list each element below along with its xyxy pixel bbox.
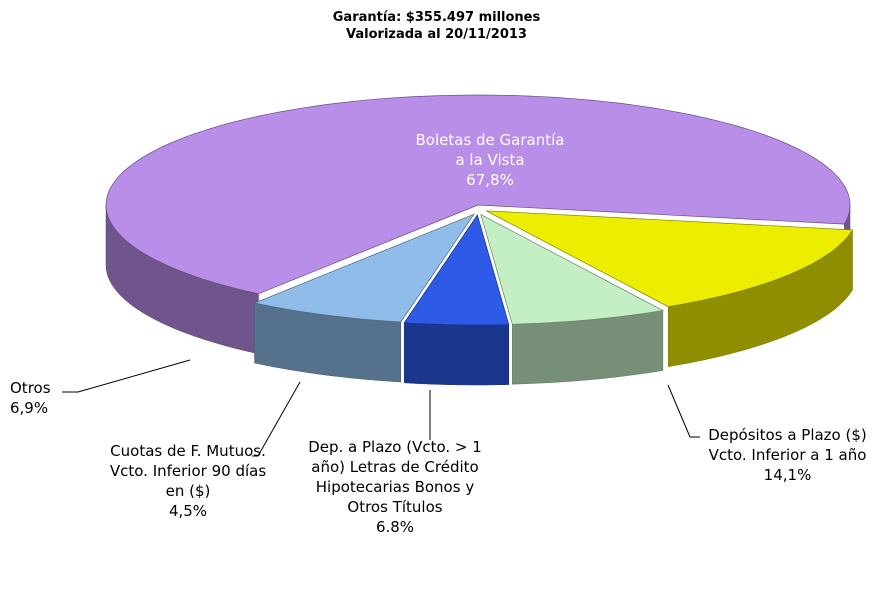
value-label: 67,8% <box>466 171 514 189</box>
category-label: Cuotas de F. Mutuos. Vcto. Inferior 90 d… <box>109 442 267 500</box>
slice-label: Boletas de Garantía a la Vista 67,8% <box>410 130 570 190</box>
category-label: Dep. a Plazo (Vcto. > 1 año) Letras de C… <box>308 438 482 516</box>
slice <box>403 214 510 326</box>
slice <box>486 210 854 308</box>
value-label: 4,5% <box>168 502 208 520</box>
chart-subtitle: Valorizada al 20/11/2013 <box>346 27 527 42</box>
slices <box>105 94 854 386</box>
slice-label: Cuotas de F. Mutuos. Vcto. Inferior 90 d… <box>108 441 268 521</box>
category-label: Otros <box>10 379 51 397</box>
value-label: 14,1% <box>763 466 812 484</box>
leader-line <box>667 384 700 438</box>
leader-line <box>252 381 301 457</box>
chart-title: Garantía: $355.497 millones <box>332 10 541 25</box>
value-label: 6,9% <box>10 399 49 417</box>
value-label: 6.8% <box>375 518 415 536</box>
category-label: Depósitos a Plazo ($) Vcto. Inferior a 1… <box>708 426 867 464</box>
leader-line <box>62 359 191 393</box>
slice <box>480 213 664 325</box>
slice-label: Depósitos a Plazo ($) Vcto. Inferior a 1… <box>700 425 873 485</box>
slice-label: Otros 6,9% <box>10 378 65 418</box>
slice <box>105 94 851 295</box>
slice-side <box>403 322 510 386</box>
slice-label: Dep. a Plazo (Vcto. > 1 año) Letras de C… <box>305 437 485 537</box>
slice <box>253 213 475 323</box>
category-label: Boletas de Garantía a la Vista <box>415 131 565 169</box>
